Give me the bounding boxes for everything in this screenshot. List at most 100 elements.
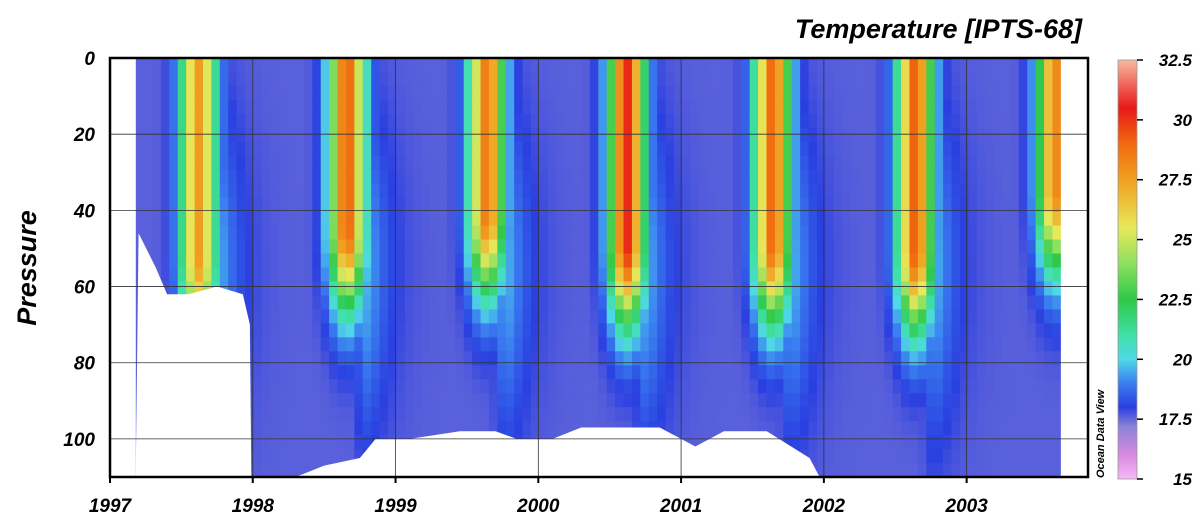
heatmap-cell	[825, 267, 835, 283]
heatmap-cell	[1052, 141, 1062, 157]
heatmap-cell	[993, 58, 1003, 73]
heatmap-cell	[732, 421, 742, 436]
heatmap-cell	[749, 407, 759, 422]
heatmap-cell	[943, 58, 953, 73]
heatmap-cell	[631, 211, 641, 227]
heatmap-cell	[379, 183, 389, 199]
heatmap-cell	[455, 323, 465, 338]
heatmap-cell	[135, 197, 145, 213]
heatmap-cell	[917, 211, 927, 227]
heatmap-cell	[732, 309, 742, 324]
heatmap-cell	[362, 127, 372, 143]
heatmap-cell	[430, 225, 440, 241]
heatmap-cell	[144, 141, 154, 157]
heatmap-cell	[160, 141, 170, 157]
heatmap-cell	[631, 58, 641, 73]
heatmap-cell	[421, 225, 431, 241]
heatmap-cell	[665, 211, 675, 227]
heatmap-cell	[774, 407, 784, 422]
heatmap-cell	[606, 169, 616, 185]
heatmap-cell	[657, 323, 667, 338]
heatmap-cell	[1044, 155, 1054, 171]
heatmap-cell	[741, 253, 751, 269]
heatmap-cell	[884, 127, 894, 143]
heatmap-cell	[446, 281, 456, 297]
heatmap-cell	[539, 183, 549, 199]
heatmap-cell	[985, 351, 995, 366]
heatmap-cell	[825, 309, 835, 324]
heatmap-cell	[556, 267, 566, 283]
heatmap-cell	[522, 58, 532, 73]
heatmap-cell	[505, 337, 515, 352]
heatmap-cell	[665, 113, 675, 129]
heatmap-cell	[690, 337, 700, 352]
heatmap-cell	[657, 155, 667, 171]
heatmap-cell	[438, 407, 448, 422]
heatmap-cell	[472, 113, 482, 129]
heatmap-cell	[943, 71, 953, 87]
heatmap-cell	[362, 71, 372, 87]
heatmap-cell	[976, 71, 986, 87]
heatmap-cell	[573, 169, 583, 185]
heatmap-cell	[968, 225, 978, 241]
heatmap-cell	[345, 295, 355, 310]
heatmap-cell	[1052, 197, 1062, 213]
heatmap-cell	[934, 351, 944, 366]
heatmap-cell	[690, 365, 700, 380]
heatmap-cell	[875, 351, 885, 366]
heatmap-cell	[1044, 365, 1054, 380]
heatmap-cell	[480, 365, 490, 380]
heatmap-cell	[800, 295, 810, 310]
heatmap-cell	[825, 113, 835, 129]
heatmap-cell	[287, 141, 297, 157]
heatmap-cell	[673, 323, 683, 338]
heatmap-cell	[488, 337, 498, 352]
heatmap-cell	[615, 351, 625, 366]
heatmap-cell	[976, 127, 986, 143]
heatmap-cell	[959, 169, 969, 185]
heatmap-cell	[951, 141, 961, 157]
heatmap-cell	[337, 337, 347, 352]
heatmap-cell	[320, 421, 330, 436]
heatmap-cell	[901, 435, 911, 450]
heatmap-cell	[623, 379, 633, 394]
heatmap-cell	[270, 449, 280, 464]
heatmap-cell	[345, 281, 355, 297]
heatmap-cell	[926, 183, 936, 199]
heatmap-cell	[337, 365, 347, 380]
heatmap-cell	[631, 183, 641, 199]
heatmap-cell	[573, 365, 583, 380]
heatmap-cell	[825, 141, 835, 157]
heatmap-cell	[909, 58, 919, 73]
heatmap-cell	[791, 155, 801, 171]
heatmap-cell	[909, 295, 919, 310]
heatmap-cell	[547, 127, 557, 143]
heatmap-cell	[488, 225, 498, 241]
heatmap-cell	[219, 127, 229, 143]
heatmap-cell	[480, 407, 490, 422]
heatmap-cell	[1035, 281, 1045, 297]
heatmap-cell	[766, 421, 776, 436]
heatmap-cell	[514, 267, 524, 283]
heatmap-cell	[329, 365, 339, 380]
heatmap-cell	[169, 113, 179, 129]
heatmap-cell	[673, 309, 683, 324]
heatmap-cell	[388, 309, 398, 324]
heatmap-cell	[488, 211, 498, 227]
heatmap-cell	[446, 351, 456, 366]
heatmap-cell	[951, 449, 961, 464]
heatmap-cell	[657, 197, 667, 213]
heatmap-cell	[859, 169, 869, 185]
heatmap-cell	[606, 379, 616, 394]
heatmap-cell	[976, 421, 986, 436]
heatmap-cell	[875, 225, 885, 241]
heatmap-cell	[690, 323, 700, 338]
heatmap-cell	[959, 211, 969, 227]
heatmap-cell	[455, 183, 465, 199]
heatmap-cell	[547, 99, 557, 115]
heatmap-cell	[816, 295, 826, 310]
heatmap-cell	[976, 309, 986, 324]
heatmap-cell	[202, 197, 212, 213]
heatmap-cell	[177, 71, 187, 87]
heatmap-cell	[1002, 421, 1012, 436]
